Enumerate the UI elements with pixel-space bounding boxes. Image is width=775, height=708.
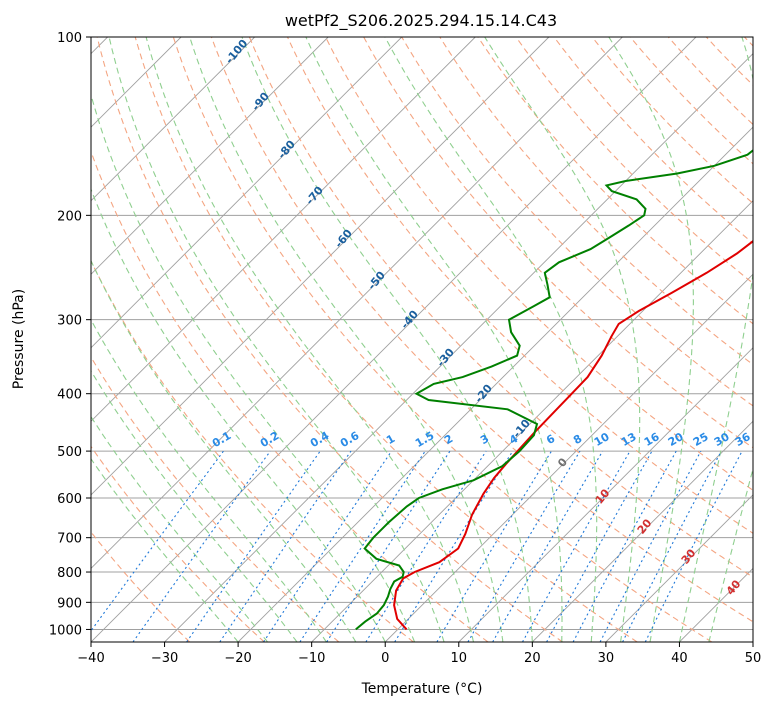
plot-area: -100-90-80-70-60-50-40-30-20-100.1 0.2 0.4… [91, 37, 753, 642]
dry-adiabat-line [325, 37, 753, 491]
mixing-ratio-line [644, 450, 743, 642]
x-tick-label: 40 [671, 651, 688, 666]
y-tick-label: 100 [57, 31, 82, 46]
x-tick-label: −40 [77, 651, 104, 666]
moist-adiabat-line [189, 37, 504, 642]
isotherm-line [91, 37, 550, 496]
moist-adiabat-line [91, 93, 416, 642]
mixing-ratio-line [394, 450, 514, 642]
isotherm-line [91, 37, 697, 642]
plot-frame [90, 36, 754, 643]
mixing-ratio-line [572, 450, 677, 642]
dry-adiabat-line [172, 37, 713, 642]
mixing-ratio-line [622, 450, 722, 642]
y-tick-label: 700 [57, 532, 82, 547]
dry-adiabat-line [91, 445, 265, 642]
dry-adiabat-line [515, 37, 753, 284]
x-tick-label: 0 [381, 651, 389, 666]
x-tick-label: 30 [598, 651, 615, 666]
x-axis-title: Temperature (°C) [361, 681, 483, 697]
mixing-ratio-line [299, 450, 426, 642]
moist-adiabat-line [708, 466, 753, 642]
moist-adiabat-line [91, 457, 239, 642]
x-tick-label: −10 [298, 651, 325, 666]
moist-adiabat-line [678, 37, 753, 642]
isotherm-line [164, 52, 753, 642]
y-tick-label: 200 [57, 209, 82, 224]
mixing-ratio-line [492, 450, 604, 642]
isotherm-line [91, 37, 329, 275]
moist-adiabat-line [108, 37, 445, 642]
x-tick-label: 50 [745, 651, 762, 666]
x-tick-label: −30 [151, 651, 178, 666]
y-tick-label: 400 [57, 388, 82, 403]
moist-adiabat-line [384, 37, 598, 642]
mixing-ratio-line [326, 450, 451, 642]
moist-adiabat-line [241, 37, 533, 642]
x-tick-label: −20 [224, 651, 251, 666]
mixing-ratio-line [91, 450, 224, 632]
isotherm-line [91, 37, 623, 570]
y-tick-label: 600 [57, 492, 82, 507]
isotherm-line [91, 37, 256, 202]
y-tick-label: 900 [57, 596, 82, 611]
moist-adiabat-line [91, 187, 386, 642]
moist-adiabat-line [145, 37, 475, 642]
y-tick-label: 500 [57, 445, 82, 460]
mixing-ratio-line [467, 450, 581, 642]
moist-adiabat-line [91, 415, 268, 642]
mixing-ratio-line [186, 450, 321, 642]
y-tick-label: 1000 [49, 623, 82, 638]
isotherm-line [605, 494, 753, 642]
mixing-ratio-line [522, 450, 631, 642]
mixing-ratio-line [132, 450, 271, 642]
moist-adiabat-line [305, 37, 563, 642]
temperature-profile-line [393, 239, 753, 631]
chart-title: wetPf2_S206.2025.294.15.14.C43 [285, 11, 557, 31]
mixing-ratio-line [436, 450, 552, 642]
y-tick-label: 800 [57, 566, 82, 581]
dry-adiabat-line [210, 37, 753, 623]
isotherm-line [91, 37, 476, 422]
isotherm-line [237, 126, 753, 642]
dry-adiabat-line [96, 37, 563, 642]
isotherm-line [91, 37, 403, 349]
dry-adiabat-line [134, 37, 638, 642]
mixing-ratio-line [599, 450, 702, 642]
moist-adiabat-line [484, 37, 641, 642]
dry-adiabat-line [248, 37, 753, 578]
y-axis-title: Pressure (hPa) [11, 289, 27, 389]
moist-adiabat-line [91, 259, 357, 642]
mixing-ratio-lines [91, 450, 743, 642]
isobar-lines [91, 37, 753, 630]
x-tick-label: 10 [451, 651, 468, 666]
profile-series [355, 149, 753, 631]
axes: −40 −30 −20 −10 0 10 20 30 40 50 100 200 300 400 500 60… [49, 31, 761, 666]
mixing-ratio-line [365, 450, 487, 642]
isotherm-line [384, 273, 753, 642]
moist-adiabat-line [91, 369, 298, 642]
x-tick-label: 20 [524, 651, 541, 666]
moist-adiabat-line [91, 318, 327, 642]
dewpoint-profile-line [355, 149, 753, 631]
y-tick-label: 300 [57, 314, 82, 329]
mixing-ratio-line [546, 450, 653, 642]
dry-adiabat-line [287, 37, 753, 534]
